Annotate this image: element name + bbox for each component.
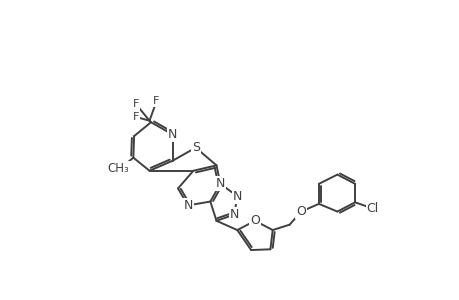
Text: F: F [132, 99, 139, 109]
Text: F: F [132, 112, 139, 122]
Text: Cl: Cl [366, 202, 378, 215]
Text: N: N [215, 177, 224, 190]
Text: N: N [168, 128, 177, 141]
Text: N: N [183, 199, 192, 212]
Text: O: O [250, 214, 259, 227]
Text: F: F [153, 96, 159, 106]
Text: O: O [296, 205, 306, 218]
Text: N: N [229, 208, 238, 221]
Text: S: S [191, 141, 199, 154]
Text: N: N [232, 190, 241, 203]
Text: CH₃: CH₃ [107, 162, 129, 175]
